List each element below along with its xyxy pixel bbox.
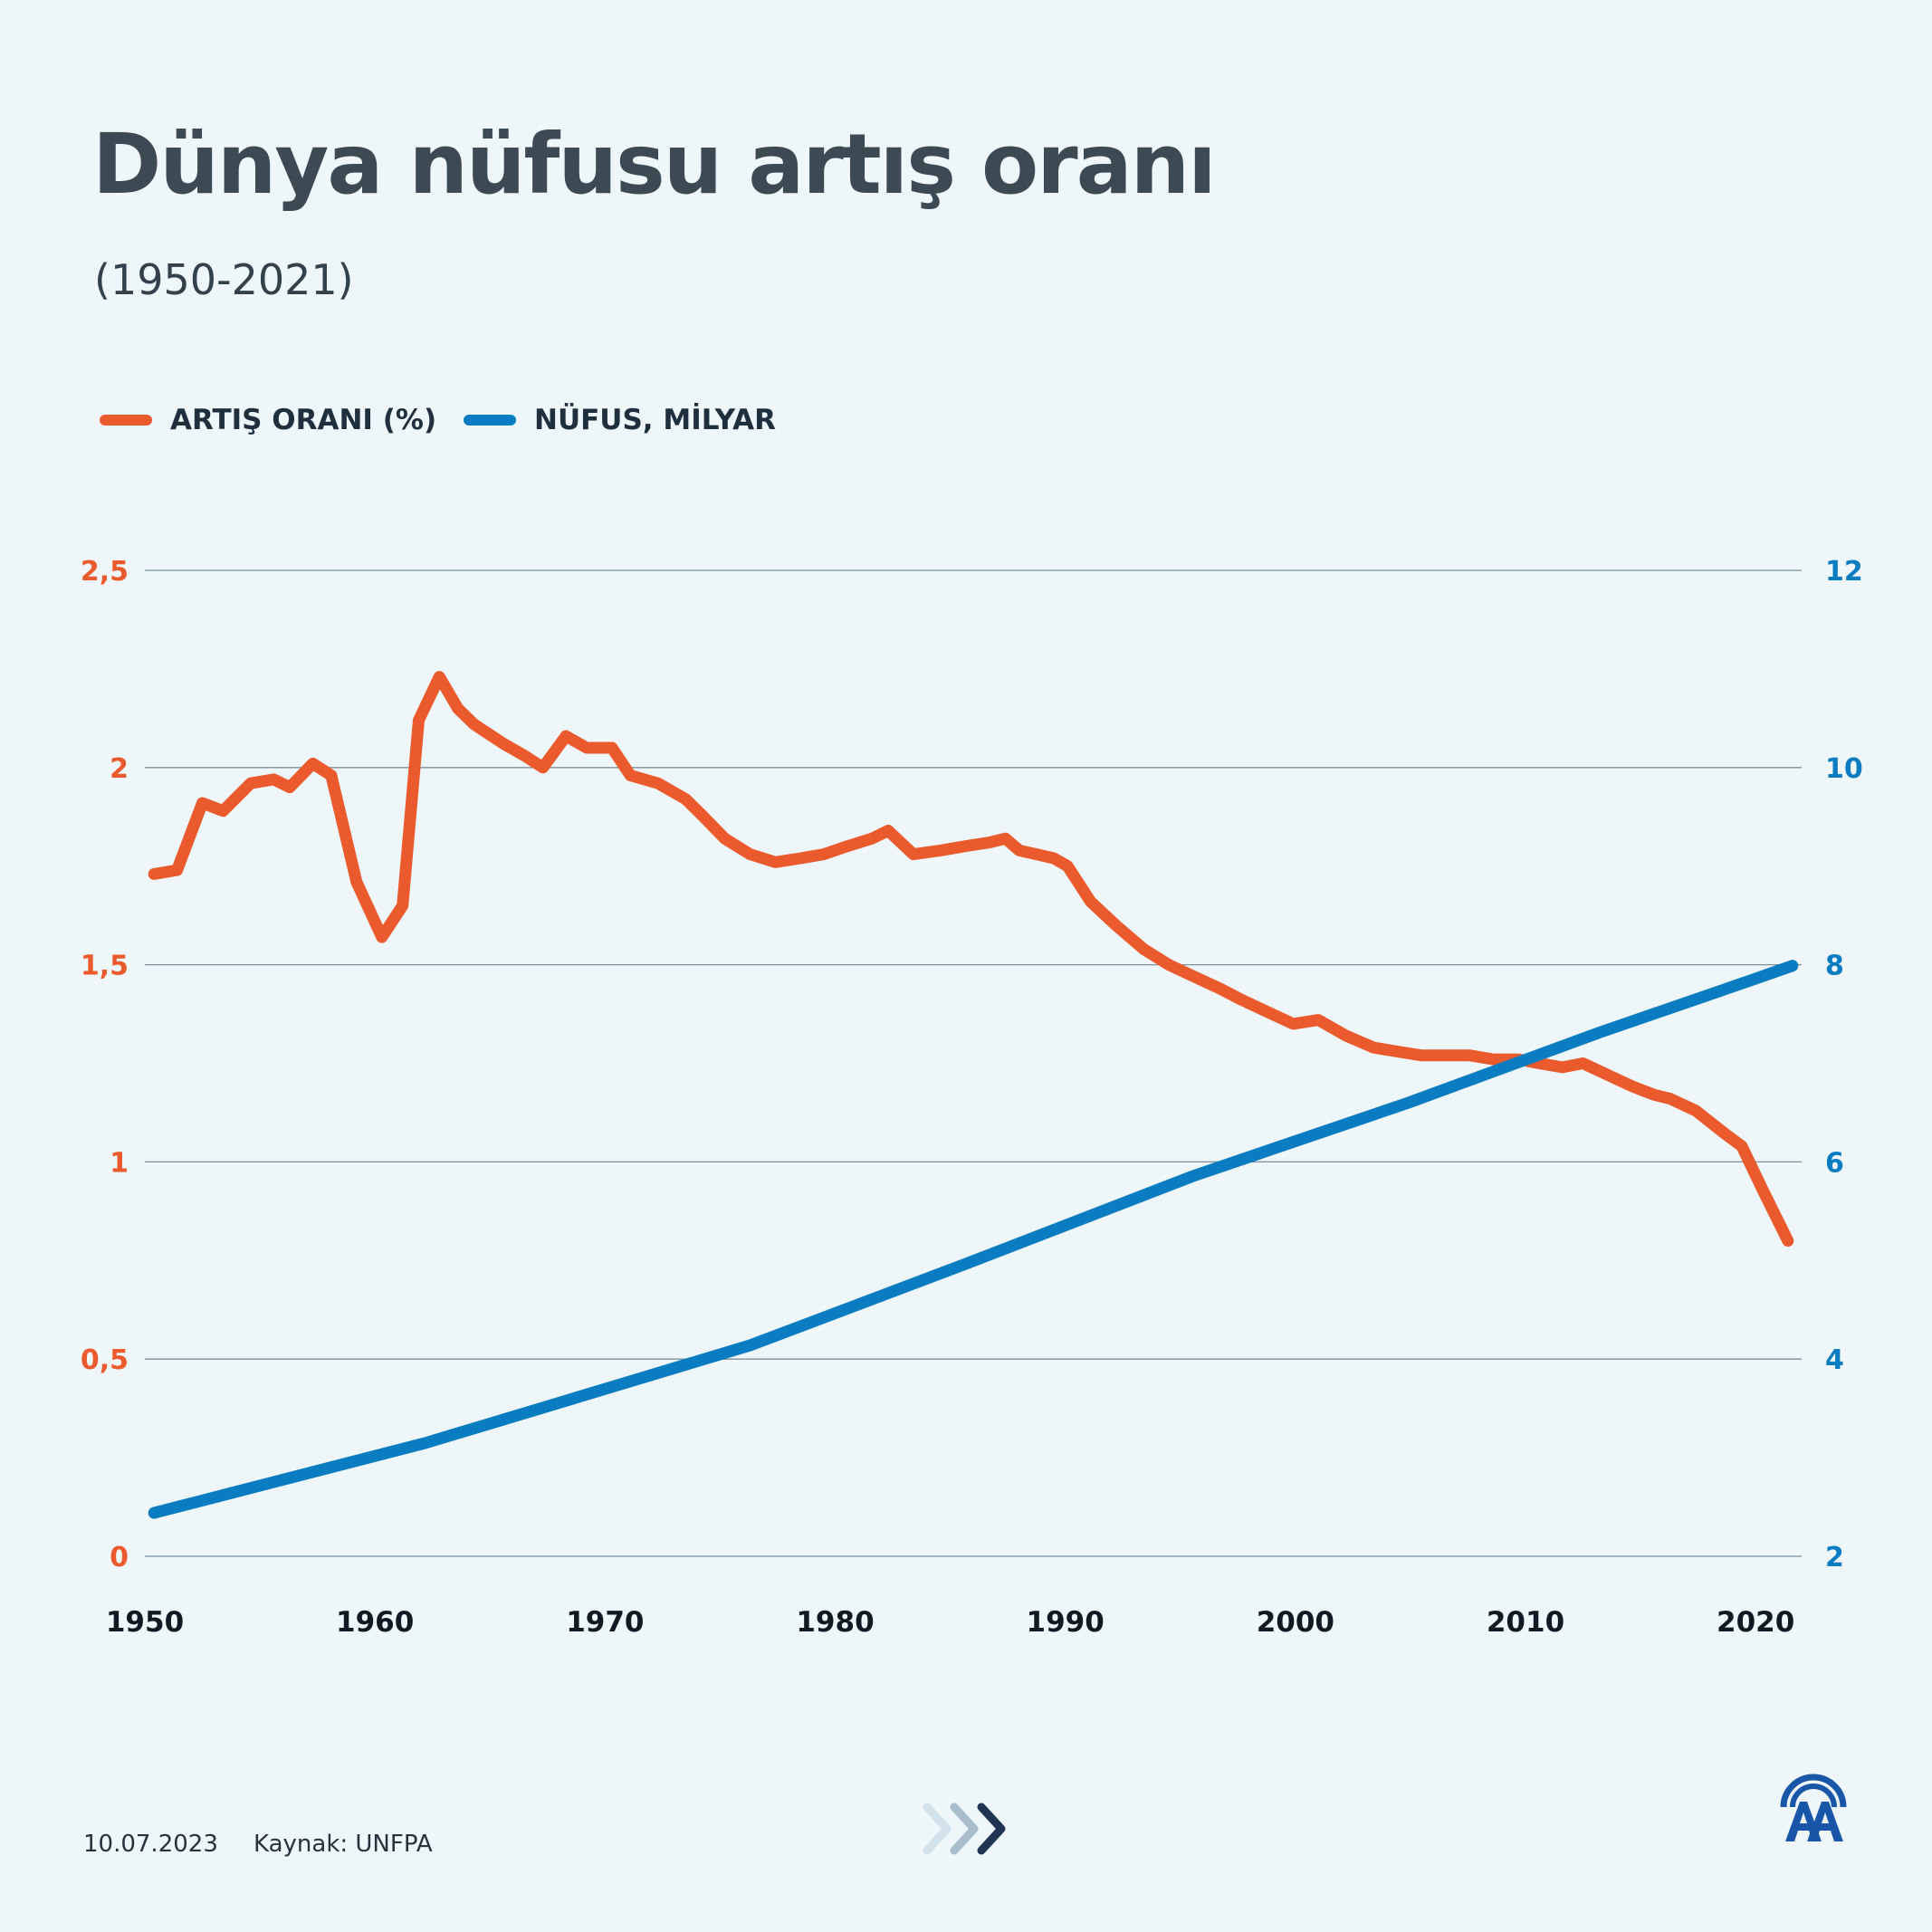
right-axis-tick-label: 2 — [1825, 1542, 1844, 1573]
right-axis-tick-label: 12 — [1825, 556, 1863, 588]
right-axis-tick-label: 4 — [1825, 1344, 1844, 1376]
population-series-line — [148, 960, 1799, 1519]
legend-label-population: NÜFUS, MİLYAR — [534, 404, 777, 436]
legend-item-growth-rate: ARTIŞ ORANI (%) — [100, 404, 436, 436]
forward-chevrons-icon — [923, 1803, 1006, 1855]
chart-series — [148, 671, 1799, 1519]
x-axis-tick-label: 1960 — [336, 1606, 414, 1639]
page-title: Dünya nüfusu artış oranı — [92, 116, 1217, 213]
legend-swatch-population — [464, 415, 516, 426]
right-axis-ticks: 2 4 6 8 10 12 — [1825, 556, 1863, 1573]
right-axis-tick-label: 6 — [1825, 1147, 1844, 1179]
right-axis-tick-label: 8 — [1825, 951, 1844, 982]
x-axis-tick-label: 1970 — [566, 1606, 644, 1639]
x-axis-tick-label: 2010 — [1487, 1606, 1564, 1639]
left-axis-tick-label: 2,5 — [81, 556, 129, 588]
grid-lines — [145, 569, 1802, 1557]
right-axis-tick-label: 10 — [1825, 753, 1863, 785]
x-axis-tick-label: 1980 — [796, 1606, 874, 1639]
left-axis-ticks: 0 0,5 1 1,5 2 2,5 — [81, 556, 129, 1573]
anadolu-agency-logo — [1780, 1774, 1847, 1841]
x-axis-tick-label: 2000 — [1257, 1606, 1334, 1639]
x-axis-ticks: 1950 1960 1970 1980 1990 2000 2010 2020 — [106, 1606, 1794, 1639]
legend-swatch-growth-rate — [100, 415, 152, 426]
x-axis-tick-label: 1950 — [106, 1606, 184, 1639]
left-axis-tick-label: 0,5 — [81, 1344, 129, 1376]
left-axis-tick-label: 0 — [110, 1542, 129, 1573]
legend-item-population: NÜFUS, MİLYAR — [464, 404, 776, 436]
legend-label-growth-rate: ARTIŞ ORANI (%) — [170, 404, 437, 436]
footer-date: 10.07.2023 — [83, 1831, 218, 1858]
page-subtitle: (1950-2021) — [94, 255, 354, 304]
x-axis-tick-label: 2020 — [1717, 1606, 1794, 1639]
footer-source: Kaynak: UNFPA — [253, 1831, 433, 1858]
x-axis-tick-label: 1990 — [1027, 1606, 1105, 1639]
left-axis-tick-label: 1 — [110, 1147, 129, 1179]
left-axis-tick-label: 2 — [110, 753, 129, 785]
left-axis-tick-label: 1,5 — [81, 951, 129, 982]
growth-rate-series-line — [148, 671, 1794, 1247]
